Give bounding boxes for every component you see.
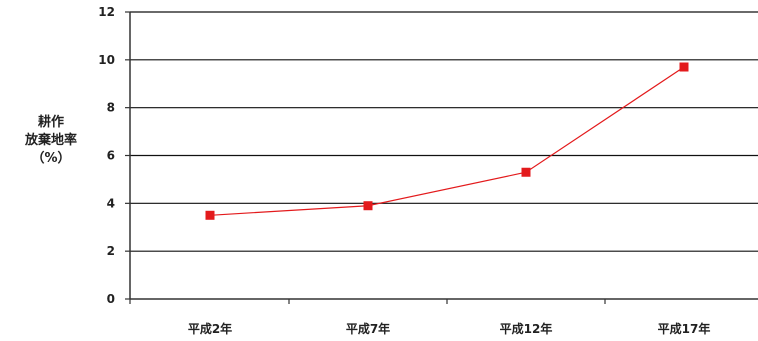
y-tick-label: 4	[107, 196, 115, 210]
x-tick-label: 平成17年	[658, 321, 711, 336]
data-point	[679, 62, 689, 72]
data-point	[521, 167, 531, 177]
y-tick-label: 10	[98, 53, 115, 67]
data-point	[363, 201, 373, 211]
y-axis-label-line: 耕作	[37, 115, 64, 130]
y-axis-label-line: （%）	[31, 151, 71, 166]
x-tick-label: 平成7年	[346, 321, 390, 336]
y-axis-label: 耕作 放棄地率 （%）	[16, 114, 86, 168]
axes	[125, 11, 758, 304]
y-tick-label: 2	[107, 244, 115, 258]
x-tick-label: 平成2年	[188, 321, 232, 336]
data-point	[205, 210, 215, 220]
y-axis-label-line: 放棄地率	[24, 133, 77, 148]
y-tick-label: 0	[107, 292, 115, 306]
data-series	[205, 62, 689, 220]
tick-labels: 0 2 4 6 8 10 12 平成2年 平成7年 平成12年 平成17年	[98, 5, 710, 336]
series-line	[209, 66, 685, 216]
y-tick-label: 12	[98, 5, 115, 19]
y-tick-label: 8	[107, 101, 115, 115]
x-tick-label: 平成12年	[500, 321, 553, 336]
y-tick-label: 6	[107, 149, 115, 163]
gridlines	[130, 11, 758, 252]
